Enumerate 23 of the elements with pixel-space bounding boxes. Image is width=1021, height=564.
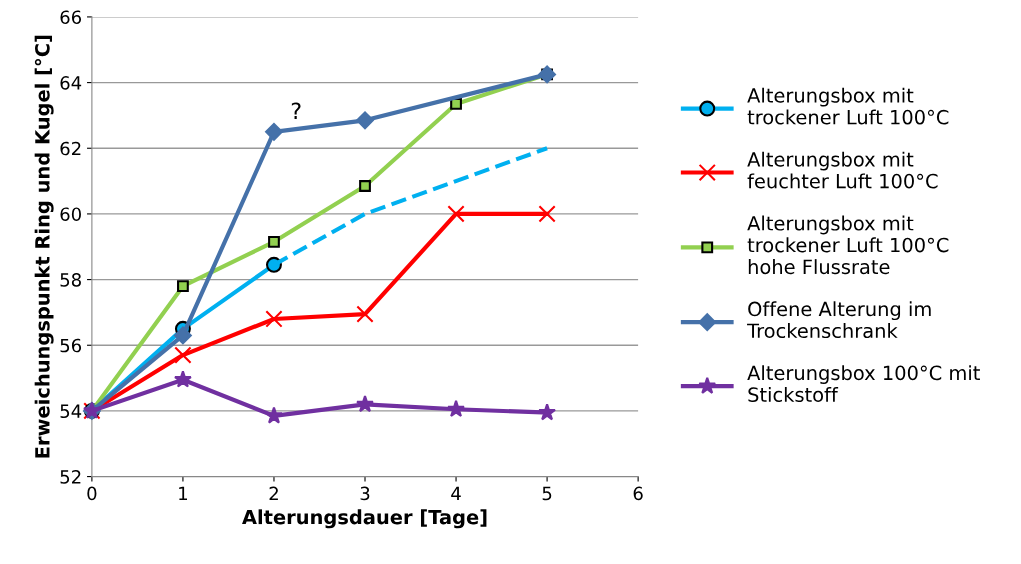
x-axis-title: Alterungsdauer [Tage] xyxy=(242,509,487,529)
legend-label: Alterungsbox 100°C mit Stickstoff xyxy=(747,365,980,403)
y-tick-label: 52 xyxy=(60,470,81,484)
y-tick-label: 64 xyxy=(60,76,82,90)
x-tick-label: 2 xyxy=(269,486,278,501)
x-tick-label: 3 xyxy=(360,486,370,501)
y-tick-label: 56 xyxy=(60,338,82,353)
legend-label: Alterungsbox mit feuchter Luft 100°C xyxy=(747,151,938,189)
x-tick-label: 0 xyxy=(87,486,97,501)
x-tick-label: 6 xyxy=(633,486,643,501)
y-tick-label: 54 xyxy=(60,404,82,419)
x-tick-label: 4 xyxy=(451,486,461,501)
y-tick-label: 62 xyxy=(60,141,81,156)
legend-label: Alterungsbox mit trockener Luft 100°C hohe Flussrate xyxy=(747,215,949,275)
legend-label: Alterungsbox mit trockener Luft 100°C xyxy=(747,87,949,125)
y-tick-label: 66 xyxy=(60,10,82,25)
x-tick-label: 1 xyxy=(179,486,188,501)
y-tick-label: 58 xyxy=(60,273,81,287)
y-axis-title: Erweichungspunkt Ring und Kugel [°C] xyxy=(34,35,54,458)
legend-label: Offene Alterung im Trockenschrank xyxy=(747,301,931,339)
y-tick-label: 60 xyxy=(60,207,81,222)
x-tick-label: 5 xyxy=(542,486,552,501)
annotation: ? xyxy=(291,102,301,119)
